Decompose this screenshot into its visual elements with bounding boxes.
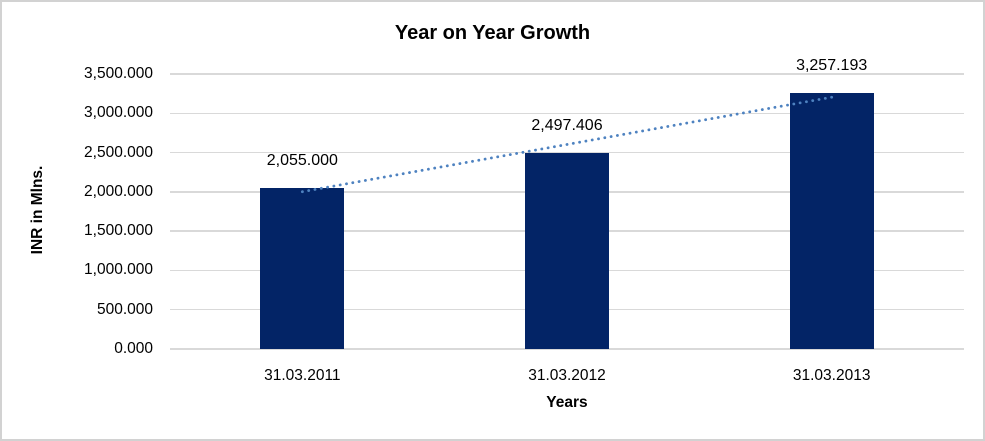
- y-axis-tick-label: 1,500.000: [84, 222, 153, 240]
- x-axis-title: Years: [546, 394, 588, 411]
- y-axis-tick-label: 3,500.000: [84, 65, 153, 82]
- y-axis-tick-label: 500.000: [96, 300, 153, 318]
- y-axis-tick-label: 0.000: [114, 340, 153, 357]
- data-label: 2,497.406: [531, 116, 603, 134]
- x-axis-tick-label: 31.03.2012: [528, 367, 606, 384]
- bar-31.03.2011[interactable]: [260, 187, 345, 349]
- data-label: 2,055.000: [266, 151, 338, 169]
- gridline: [170, 73, 964, 75]
- x-axis-tick-label: 31.03.2011: [264, 367, 341, 384]
- y-axis-tick-label: 3,000.000: [84, 104, 153, 122]
- gridline: [170, 348, 964, 350]
- data-label: 3,257.193: [796, 57, 868, 75]
- x-axis-tick-label: 31.03.2013: [792, 367, 871, 384]
- y-axis-tick-label: 2,500.000: [84, 143, 153, 161]
- chart-title: Year on Year Growth: [394, 22, 591, 44]
- bar-31.03.2013[interactable]: [789, 93, 874, 349]
- bar-31.03.2012[interactable]: [525, 152, 609, 349]
- y-axis-tick-label: 2,000.000: [84, 182, 153, 200]
- y-axis-tick-label: 1,000.000: [84, 261, 153, 279]
